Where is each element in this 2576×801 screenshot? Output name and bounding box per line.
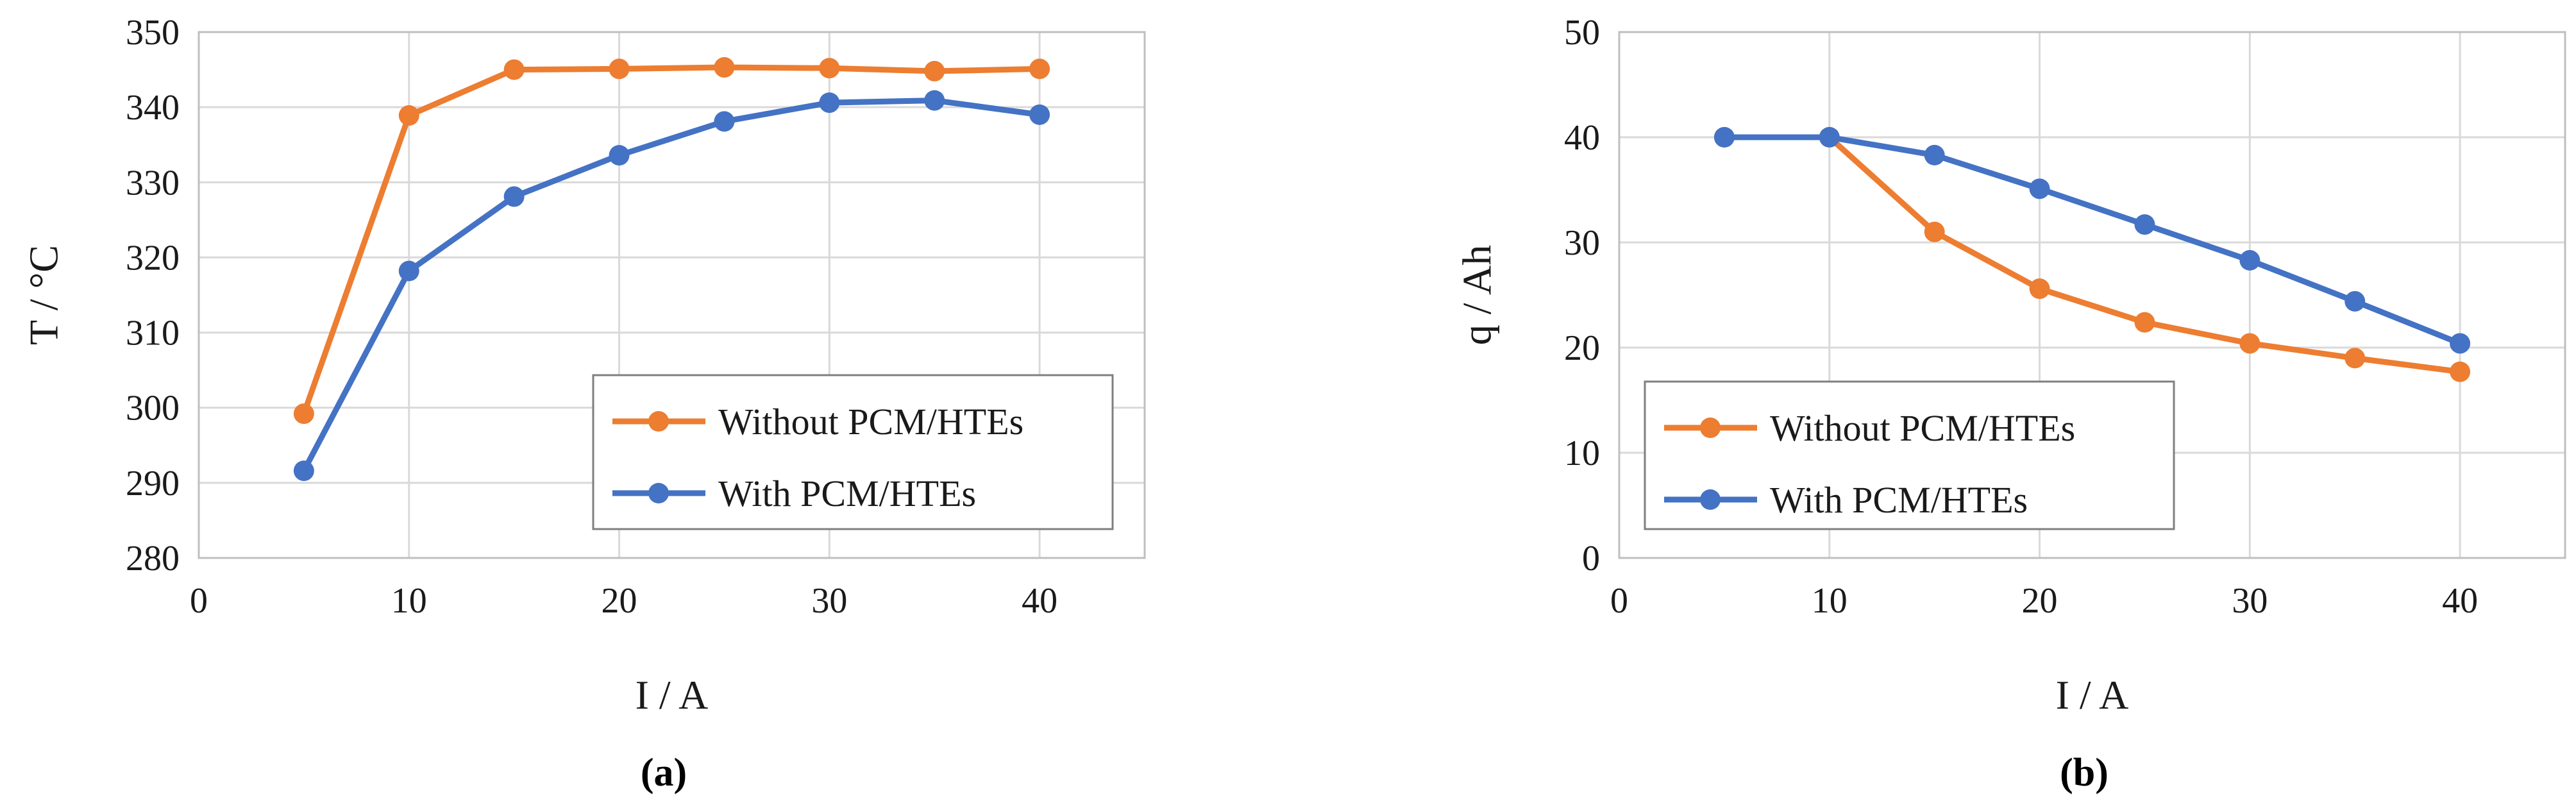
legend-entry: With PCM/HTEs xyxy=(718,473,976,514)
data-point-without-pcm xyxy=(714,57,735,78)
x-tick-label: 40 xyxy=(1022,581,1057,621)
series-line-without-pcm xyxy=(1724,134,2461,375)
data-point-without-pcm xyxy=(398,105,419,126)
data-point-with-pcm xyxy=(2239,249,2260,271)
x-tick-label: 10 xyxy=(1812,581,1848,621)
y-tick-label: 350 xyxy=(126,13,180,53)
legend-box xyxy=(1644,380,2175,530)
series-line-with-pcm xyxy=(301,97,1040,473)
x-tick-label: 30 xyxy=(2232,581,2268,621)
data-point-without-pcm xyxy=(2344,348,2366,369)
x-tick-label: 10 xyxy=(391,581,427,621)
y-tick-label: 330 xyxy=(126,163,180,203)
data-point-without-pcm xyxy=(609,58,630,80)
x-tick-label: 20 xyxy=(602,581,637,621)
y-tick-label: 280 xyxy=(126,539,180,578)
legend-marker xyxy=(1700,489,1721,510)
data-point-with-pcm xyxy=(2450,333,2471,354)
legend-entry: With PCM/HTEs xyxy=(1770,479,2028,521)
data-point-with-pcm xyxy=(2134,214,2155,235)
data-point-with-pcm xyxy=(609,145,630,166)
legend-marker xyxy=(648,411,669,432)
x-tick-label: 30 xyxy=(811,581,847,621)
x-tick-label: 0 xyxy=(190,581,208,621)
series-line-without-pcm xyxy=(301,64,1040,415)
y-tick-label: 290 xyxy=(126,464,180,503)
data-point-with-pcm xyxy=(2029,178,2050,199)
legend-entry: Without PCM/HTEs xyxy=(718,401,1023,443)
data-point-without-pcm xyxy=(503,59,525,80)
data-point-without-pcm xyxy=(819,58,840,79)
x-tick-label: 40 xyxy=(2442,581,2478,621)
legend-entry: Without PCM/HTEs xyxy=(1770,407,2075,449)
x-tick-label: 20 xyxy=(2022,581,2058,621)
y-tick-label: 0 xyxy=(1582,539,1600,578)
plot-area-border xyxy=(198,31,1146,559)
data-point-with-pcm xyxy=(1924,144,1945,165)
y-tick-label: 320 xyxy=(126,238,180,278)
data-point-with-pcm xyxy=(1029,104,1050,125)
data-point-with-pcm xyxy=(1713,127,1735,148)
series-line-with-pcm xyxy=(1724,134,2461,346)
legend-marker xyxy=(648,483,669,503)
data-point-with-pcm xyxy=(293,460,314,482)
data-point-with-pcm xyxy=(1819,127,1840,148)
panel-a-chart: 280 290 300 310 320 330 340 350 0 10 20 30 40 I / A T … xyxy=(21,13,1146,795)
x-axis-label: I / A xyxy=(2056,672,2129,718)
data-point-without-pcm xyxy=(1029,58,1050,80)
y-tick-label: 340 xyxy=(126,88,180,128)
y-tick-label: 30 xyxy=(1564,223,1600,263)
data-point-without-pcm xyxy=(2134,312,2155,333)
data-point-with-pcm xyxy=(819,92,840,114)
data-point-without-pcm xyxy=(2450,361,2471,382)
panel-caption: (a) xyxy=(641,751,687,795)
legend: Without PCM/HTEs With PCM/HTEs xyxy=(592,374,1114,530)
y-axis-label: T / °C xyxy=(21,245,67,345)
plot-area-border xyxy=(1618,31,2566,559)
y-tick-label: 50 xyxy=(1564,13,1600,53)
x-tick-label: 0 xyxy=(1610,581,1628,621)
data-point-without-pcm xyxy=(2029,278,2050,299)
y-tick-label: 20 xyxy=(1564,328,1600,368)
data-point-without-pcm xyxy=(1924,221,1945,242)
data-point-with-pcm xyxy=(714,111,735,132)
y-axis-label: q / Ah xyxy=(1454,245,1500,345)
data-point-without-pcm xyxy=(293,403,314,425)
y-tick-label: 300 xyxy=(126,389,180,428)
data-point-without-pcm xyxy=(924,60,945,81)
y-tick-label: 40 xyxy=(1564,118,1600,158)
data-point-with-pcm xyxy=(503,186,525,207)
x-axis-label: I / A xyxy=(636,672,709,718)
y-tick-label: 10 xyxy=(1564,434,1600,473)
data-point-without-pcm xyxy=(2239,333,2260,354)
panel-b-chart: 0 10 20 30 40 50 0 10 20 30 40 I / A q / Ah Without P… xyxy=(1454,13,2566,795)
y-tick-label: 310 xyxy=(126,314,180,353)
legend: Without PCM/HTEs With PCM/HTEs xyxy=(1644,380,2175,530)
legend-marker xyxy=(1700,417,1721,438)
data-point-with-pcm xyxy=(924,90,945,111)
data-point-with-pcm xyxy=(398,260,419,282)
data-point-with-pcm xyxy=(2344,291,2366,312)
legend-box xyxy=(592,374,1114,530)
panel-caption: (b) xyxy=(2060,751,2109,795)
